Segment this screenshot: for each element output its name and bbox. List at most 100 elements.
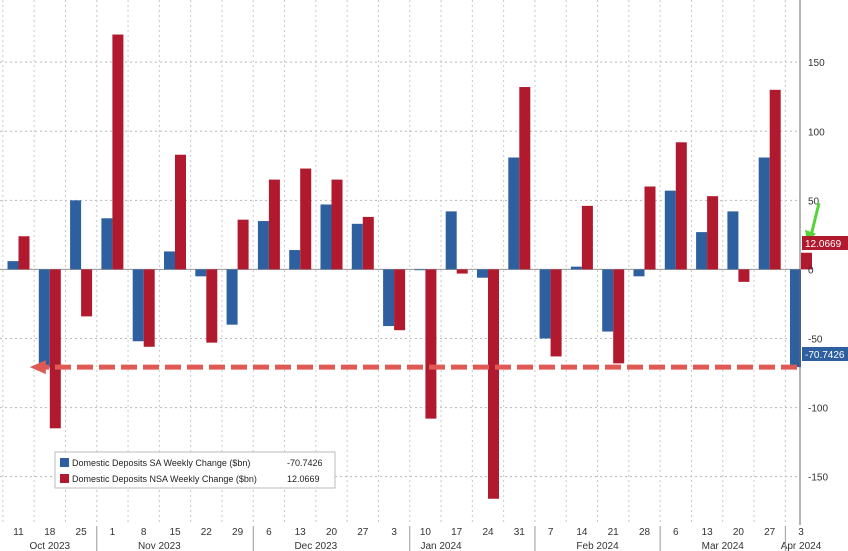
x-tick-label: 6 — [673, 527, 679, 538]
bar-nsa — [425, 269, 437, 419]
bar-nsa — [175, 154, 186, 270]
x-tick-label: 18 — [44, 527, 56, 538]
x-tick-label: 10 — [420, 527, 432, 538]
bar-sa — [132, 269, 144, 342]
y-tick-label: -150 — [808, 473, 828, 484]
bar-nsa — [581, 205, 593, 270]
x-tick-label: 15 — [169, 527, 181, 538]
legend-box — [54, 451, 336, 489]
bar-sa — [539, 269, 551, 339]
legend-value-nsa: 12.0669 — [287, 474, 320, 484]
bar-sa — [7, 261, 19, 270]
bar-sa — [289, 250, 301, 270]
x-month-label: Oct 2023 — [30, 541, 71, 551]
bar-nsa — [112, 34, 124, 270]
bar-sa — [477, 269, 488, 278]
x-axis: 11 18 25 1 8 15 22 29 6 13 20 27 3 10 17 24 31 7 14 21 28 6 13… — [13, 526, 822, 551]
x-tick-label: 27 — [357, 527, 369, 538]
bar-sa — [696, 232, 708, 270]
x-tick-label: 13 — [702, 527, 714, 538]
x-tick-label: 8 — [141, 527, 147, 538]
x-tick-label: 29 — [232, 527, 244, 538]
x-month-label: Dec 2023 — [294, 541, 337, 551]
bar-nsa — [143, 269, 155, 347]
y-tick-label: -50 — [808, 334, 823, 345]
bar-nsa — [237, 219, 249, 270]
bar-sa — [351, 223, 363, 270]
bar-sa — [570, 266, 582, 270]
bar-sa — [226, 269, 238, 325]
x-tick-label: 31 — [514, 527, 526, 538]
y-tick-label: 100 — [808, 127, 825, 138]
bar-nsa — [49, 269, 61, 429]
bar-nsa — [613, 269, 625, 364]
y-axis: 150 100 50 0 -50 -100 -150 — [799, 0, 828, 525]
bar-nsa — [362, 216, 374, 270]
x-tick-label: 7 — [548, 527, 554, 538]
bar-nsa — [456, 269, 468, 274]
bar-nsa — [18, 236, 30, 270]
y-tick-label: 150 — [808, 58, 825, 69]
bar-nsa — [488, 269, 499, 499]
bar-nsa — [394, 269, 406, 331]
bar-sa — [664, 190, 676, 270]
bar-sa — [101, 218, 113, 270]
bar-nsa — [331, 179, 343, 270]
bar-nsa — [519, 87, 531, 270]
bar-sa — [195, 269, 207, 277]
legend-label-sa: Domestic Deposits SA Weekly Change ($bn) — [72, 458, 250, 468]
legend-value-sa: -70.7426 — [287, 458, 323, 468]
x-tick-label: 14 — [576, 527, 588, 538]
bar-nsa — [738, 269, 750, 282]
bar-sa — [445, 211, 457, 270]
x-tick-label: 11 — [13, 527, 24, 538]
x-tick-label: 24 — [482, 527, 494, 538]
nsa-value-badge-text: 12.0669 — [805, 239, 842, 250]
x-tick-label: 20 — [326, 527, 338, 538]
x-month-label: Apr 2024 — [781, 541, 822, 551]
legend-swatch-sa — [60, 458, 69, 467]
bar-sa — [758, 157, 770, 270]
x-tick-label: 3 — [391, 527, 397, 538]
bar-nsa — [675, 142, 687, 270]
bar-sa — [508, 157, 520, 270]
bar-sa — [414, 269, 426, 271]
legend-label-nsa: Domestic Deposits NSA Weekly Change ($bn… — [72, 474, 257, 484]
x-tick-label: 17 — [451, 527, 463, 538]
y-tick-label: -100 — [808, 404, 828, 415]
nsa-value-badge — [802, 236, 848, 250]
x-tick-label: 22 — [201, 527, 213, 538]
sa-value-badge-text: -70.7426 — [805, 350, 845, 361]
x-tick-label: 3 — [798, 527, 804, 538]
bar-nsa — [644, 186, 656, 270]
x-tick-label: 28 — [639, 527, 651, 538]
y-tick-label: 50 — [808, 196, 820, 207]
legend-swatch-nsa — [60, 474, 69, 483]
bar-sa — [320, 204, 332, 270]
x-month-label: Feb 2024 — [576, 541, 619, 551]
bar-nsa — [550, 269, 562, 357]
bar-nsa — [268, 179, 280, 270]
bar-sa — [633, 269, 645, 277]
x-tick-label: 13 — [295, 527, 307, 538]
bar-nsa — [206, 269, 218, 343]
bar-sa — [164, 251, 175, 270]
sa-value-badge — [802, 347, 848, 361]
legend: Domestic Deposits SA Weekly Change ($bn)… — [54, 451, 336, 489]
bar-sa — [790, 269, 801, 368]
bar-sa — [602, 269, 614, 332]
bar-sa — [257, 221, 269, 270]
bar-nsa — [81, 269, 93, 317]
x-tick-label: 1 — [110, 527, 116, 538]
x-month-label: Jan 2024 — [420, 541, 462, 551]
bar-sa — [70, 200, 82, 270]
value-badges: 12.0669 -70.7426 — [802, 236, 848, 361]
green-arrow-line — [809, 202, 821, 237]
x-month-label: Nov 2023 — [138, 541, 181, 551]
bar-nsa — [801, 252, 812, 270]
bar-sa — [38, 269, 50, 368]
dashed-arrow-head — [29, 360, 46, 375]
x-tick-label: 20 — [733, 527, 745, 538]
bar-sa — [727, 211, 739, 270]
